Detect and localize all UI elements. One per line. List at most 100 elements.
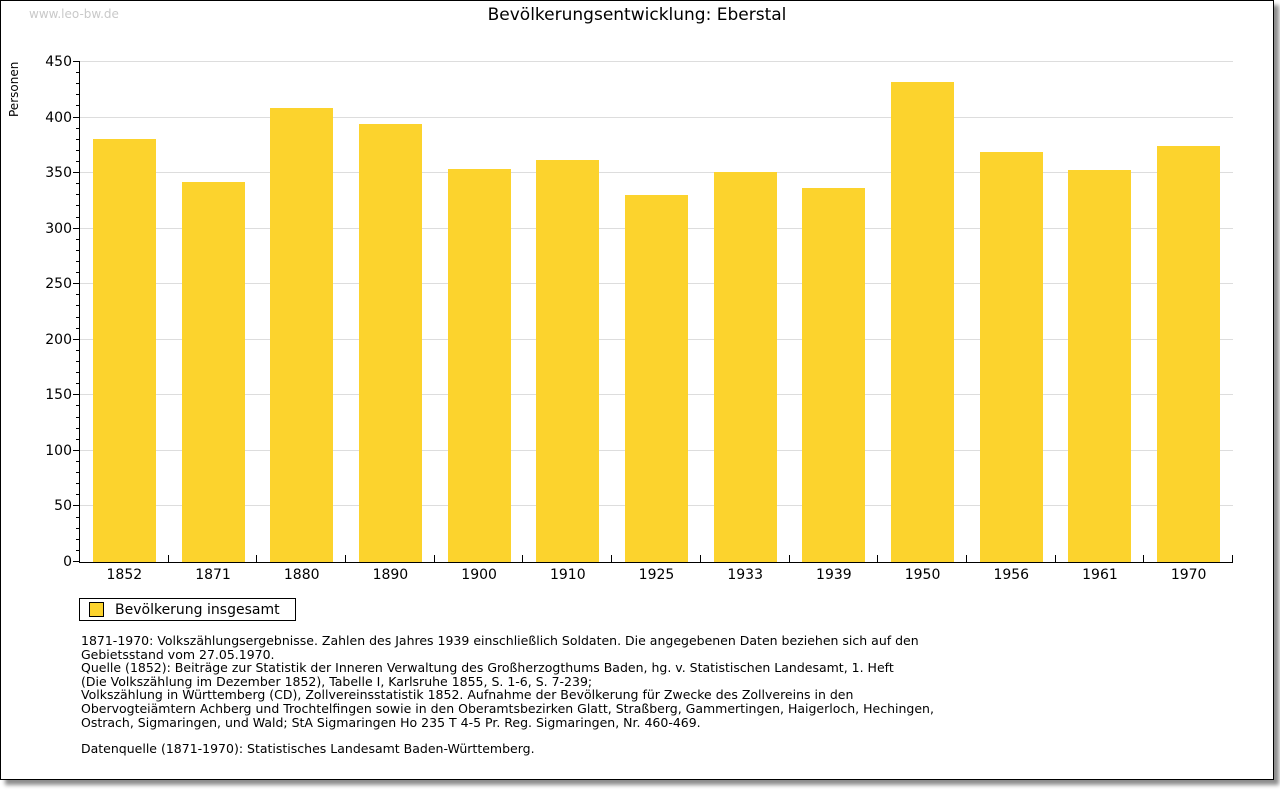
bar-1880 bbox=[270, 107, 334, 562]
x-tick-label-1961: 1961 bbox=[1082, 567, 1118, 583]
y-minor-tick bbox=[76, 105, 80, 107]
y-major-tick bbox=[73, 561, 80, 562]
y-tick-label: 150 bbox=[45, 387, 72, 404]
x-tick-label-1900: 1900 bbox=[461, 567, 497, 583]
y-minor-tick bbox=[76, 194, 80, 196]
bar-1852 bbox=[92, 138, 156, 562]
y-minor-tick bbox=[76, 472, 80, 474]
x-tick bbox=[1143, 555, 1145, 562]
y-minor-tick bbox=[76, 305, 80, 307]
x-tick-label-1910: 1910 bbox=[549, 567, 586, 583]
x-tick bbox=[1054, 555, 1056, 562]
x-tick-label-1925: 1925 bbox=[638, 567, 675, 583]
y-minor-tick bbox=[76, 183, 80, 185]
bar-1871 bbox=[181, 182, 245, 562]
y-tick-label: 250 bbox=[45, 276, 72, 293]
y-minor-tick bbox=[76, 427, 80, 429]
y-minor-tick bbox=[76, 272, 80, 274]
legend-color-swatch bbox=[89, 602, 104, 617]
y-minor-tick bbox=[76, 261, 80, 262]
y-major-tick bbox=[73, 116, 80, 118]
y-tick-label: 450 bbox=[45, 54, 72, 70]
y-minor-tick bbox=[76, 516, 80, 518]
y-minor-tick bbox=[76, 94, 80, 96]
y-minor-tick bbox=[76, 349, 80, 351]
gridline-y-350 bbox=[80, 172, 1233, 174]
x-tick bbox=[522, 555, 524, 562]
x-tick bbox=[345, 555, 347, 562]
x-tick bbox=[256, 555, 258, 562]
y-minor-tick bbox=[76, 461, 80, 462]
x-tick-label-1890: 1890 bbox=[372, 567, 409, 583]
y-major-tick bbox=[73, 227, 80, 229]
x-tick-label-1933: 1933 bbox=[727, 567, 763, 583]
y-minor-tick bbox=[76, 138, 80, 140]
y-minor-tick bbox=[76, 549, 80, 551]
x-tick-label-1970: 1970 bbox=[1170, 567, 1207, 583]
chart-title: Bevölkerungsentwicklung: Eberstal bbox=[487, 5, 787, 25]
bar-1933 bbox=[713, 172, 777, 562]
gridline-y-450 bbox=[80, 61, 1233, 62]
datasource-note: Datenquelle (1871-1970): Statistisches L… bbox=[81, 741, 535, 756]
x-tick-label-1956: 1956 bbox=[993, 567, 1030, 583]
y-major-tick bbox=[73, 394, 80, 396]
y-tick-label: 0 bbox=[63, 554, 72, 570]
bar-1925 bbox=[625, 195, 688, 562]
y-major-tick bbox=[73, 505, 80, 507]
bar-1910 bbox=[536, 159, 600, 562]
x-tick-label-1871: 1871 bbox=[195, 567, 231, 583]
y-minor-tick bbox=[76, 372, 80, 374]
x-tick bbox=[965, 555, 967, 562]
bar-1956 bbox=[979, 152, 1043, 562]
y-minor-tick bbox=[76, 83, 80, 85]
y-minor-tick bbox=[76, 238, 80, 240]
y-minor-tick bbox=[76, 438, 80, 440]
y-minor-tick bbox=[76, 249, 80, 251]
y-minor-tick bbox=[76, 538, 80, 540]
x-tick bbox=[433, 555, 435, 562]
gridline-y-400 bbox=[80, 116, 1233, 118]
y-tick-label: 350 bbox=[45, 165, 72, 182]
x-tick bbox=[1232, 555, 1233, 562]
y-minor-tick bbox=[76, 316, 80, 318]
x-tick bbox=[788, 555, 790, 562]
y-minor-tick bbox=[76, 383, 80, 385]
y-minor-tick bbox=[76, 72, 80, 74]
x-tick-label-1880: 1880 bbox=[283, 567, 320, 583]
y-major-tick bbox=[73, 172, 80, 174]
x-tick bbox=[611, 555, 613, 562]
x-tick-label-1852: 1852 bbox=[106, 567, 143, 583]
watermark-url: www.leo-bw.de bbox=[29, 7, 119, 21]
bar-1939 bbox=[802, 187, 866, 562]
y-major-tick bbox=[73, 449, 80, 451]
bar-1900 bbox=[447, 168, 511, 562]
y-tick-label: 300 bbox=[45, 220, 72, 237]
footnotes-text: 1871-1970: Volkszählungsergebnisse. Zahl… bbox=[81, 633, 934, 730]
y-tick-label: 400 bbox=[45, 109, 72, 126]
x-tick-label-1950: 1950 bbox=[904, 567, 941, 583]
legend-label: Bevölkerung insgesamt bbox=[115, 601, 280, 618]
bar-1890 bbox=[358, 124, 422, 562]
y-minor-tick bbox=[76, 483, 80, 485]
y-minor-tick bbox=[76, 216, 80, 218]
y-minor-tick bbox=[76, 127, 80, 129]
y-minor-tick bbox=[76, 416, 80, 418]
x-tick-label-1939: 1939 bbox=[816, 567, 852, 583]
y-tick-label: 200 bbox=[45, 331, 72, 348]
y-major-tick bbox=[73, 283, 80, 285]
y-tick-label: 100 bbox=[45, 442, 72, 459]
y-minor-tick bbox=[76, 405, 80, 407]
y-minor-tick bbox=[76, 149, 80, 151]
x-tick bbox=[877, 555, 879, 562]
plot-area: 0 50 100 150 200 250 300 350 400 450 1852 1871 1880 1… bbox=[45, 55, 1233, 583]
x-tick bbox=[699, 555, 701, 562]
y-minor-tick bbox=[76, 327, 80, 329]
y-minor-tick bbox=[76, 161, 80, 162]
bar-1970 bbox=[1157, 146, 1221, 562]
y-minor-tick bbox=[76, 527, 80, 529]
y-axis-title: Personen bbox=[7, 61, 21, 117]
legend: Bevölkerung insgesamt bbox=[79, 598, 296, 621]
y-minor-tick bbox=[76, 361, 80, 362]
bar-1961 bbox=[1068, 169, 1132, 562]
